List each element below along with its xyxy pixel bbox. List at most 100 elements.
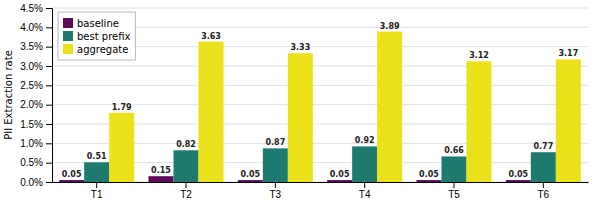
tick-mark [46,85,52,86]
data-label: 0.87 [265,138,285,147]
tick: 4.0% [20,22,52,33]
legend-item: baseline [63,18,119,29]
bar [148,176,173,182]
tick-label: 3.5% [20,41,43,52]
tick-label: T4 [359,189,371,200]
bar [441,156,466,182]
tick: 1.0% [20,138,52,149]
data-label: 0.51 [87,152,107,161]
bar [288,53,313,182]
legend-item: best prefix [63,31,131,42]
chart: 0.0% 0.5% 1.0% 1.5% 2.0% 2.5% 3.0% 3.5% 4.0% 4.5%… [0,0,596,204]
bar [467,61,492,182]
grid-line [52,85,588,86]
legend-swatch [63,44,73,54]
data-label: 1.79 [112,103,132,112]
data-label: 3.89 [380,22,400,31]
bar [416,180,441,182]
data-label: 0.15 [151,166,171,175]
y-axis: 0.0% 0.5% 1.0% 1.5% 2.0% 2.5% 3.0% 3.5% 4.0% 4.5% [20,3,52,188]
tick: T4 [359,182,371,200]
tick-label: 4.0% [20,22,43,33]
bar [377,32,402,182]
tick-label: 1.0% [20,138,43,149]
bar [238,180,263,182]
tick: T6 [537,182,549,200]
tick: T2 [180,182,192,200]
data-label: 0.66 [444,146,464,155]
tick-label: 0.0% [20,177,43,188]
tick-mark [46,182,52,183]
tick-label: T5 [448,189,460,200]
data-label: 3.12 [469,51,489,60]
bar [327,180,352,182]
tick-label: 1.5% [20,119,43,130]
bar [531,152,556,182]
tick-label: T6 [537,189,549,200]
legend-item: aggregate [63,44,128,55]
bar [263,148,288,182]
legend: baseline best prefix aggregate [58,12,135,60]
legend-swatch [63,31,73,41]
x-axis: T1 T2 T3 T4 T5 T6 [53,182,589,200]
tick: 0.5% [20,157,52,168]
data-label: 0.05 [240,170,260,179]
data-label: 0.05 [330,170,350,179]
tick-label: 2.0% [20,99,43,110]
bar [199,42,224,182]
data-labels: 0.05 0.15 0.05 0.05 0.05 0.05 0.51 0.82 0.87 0.92… [62,22,578,179]
data-label: 0.92 [355,136,375,145]
plot: 0.0% 0.5% 1.0% 1.5% 2.0% 2.5% 3.0% 3.5% 4.0% 4.5%… [3,3,589,200]
axis-line [53,182,589,183]
tick-mark [46,8,52,9]
tick-label: 4.5% [20,3,43,14]
bar [556,59,581,182]
tick: 0.0% [20,177,52,188]
tick-label: 3.0% [20,61,43,72]
legend-label: aggregate [77,44,128,55]
tick-mark [46,163,52,164]
tick: T5 [448,182,460,200]
legend-swatch [63,18,73,28]
data-label: 0.05 [419,170,439,179]
tick: T1 [91,182,103,200]
tick-label: 0.5% [20,157,43,168]
data-label: 0.82 [176,140,196,149]
grid [52,8,588,182]
grid-line [52,104,588,105]
grid-line [52,66,588,67]
tick: 4.5% [20,3,52,14]
tick: 2.0% [20,99,52,110]
tick-label: T1 [91,189,103,200]
bars [59,32,581,182]
tick-mark [364,182,365,188]
tick-mark [46,105,52,106]
tick-mark [46,27,52,28]
tick-mark [46,143,52,144]
bar [506,180,531,182]
bar [352,146,377,182]
tick-mark [46,66,52,67]
bar [84,162,109,182]
data-label: 0.05 [508,170,528,179]
data-label: 0.77 [533,142,553,151]
tick-label: T3 [269,189,281,200]
tick: 1.5% [20,119,52,130]
legend-label: baseline [77,18,119,29]
axis-line [46,9,53,183]
tick-mark [275,182,276,188]
data-label: 3.63 [201,32,221,41]
bar [109,113,134,182]
legend-box [58,12,135,60]
tick: 2.5% [20,80,52,91]
tick: 3.5% [20,41,52,52]
data-label: 0.05 [62,170,82,179]
bar [59,180,84,182]
data-label: 3.17 [558,49,578,58]
tick-mark [46,47,52,48]
tick-mark [543,182,544,188]
tick-label: T2 [180,189,192,200]
tick-mark [454,182,455,188]
legend-label: best prefix [77,31,131,42]
tick: T3 [269,182,281,200]
